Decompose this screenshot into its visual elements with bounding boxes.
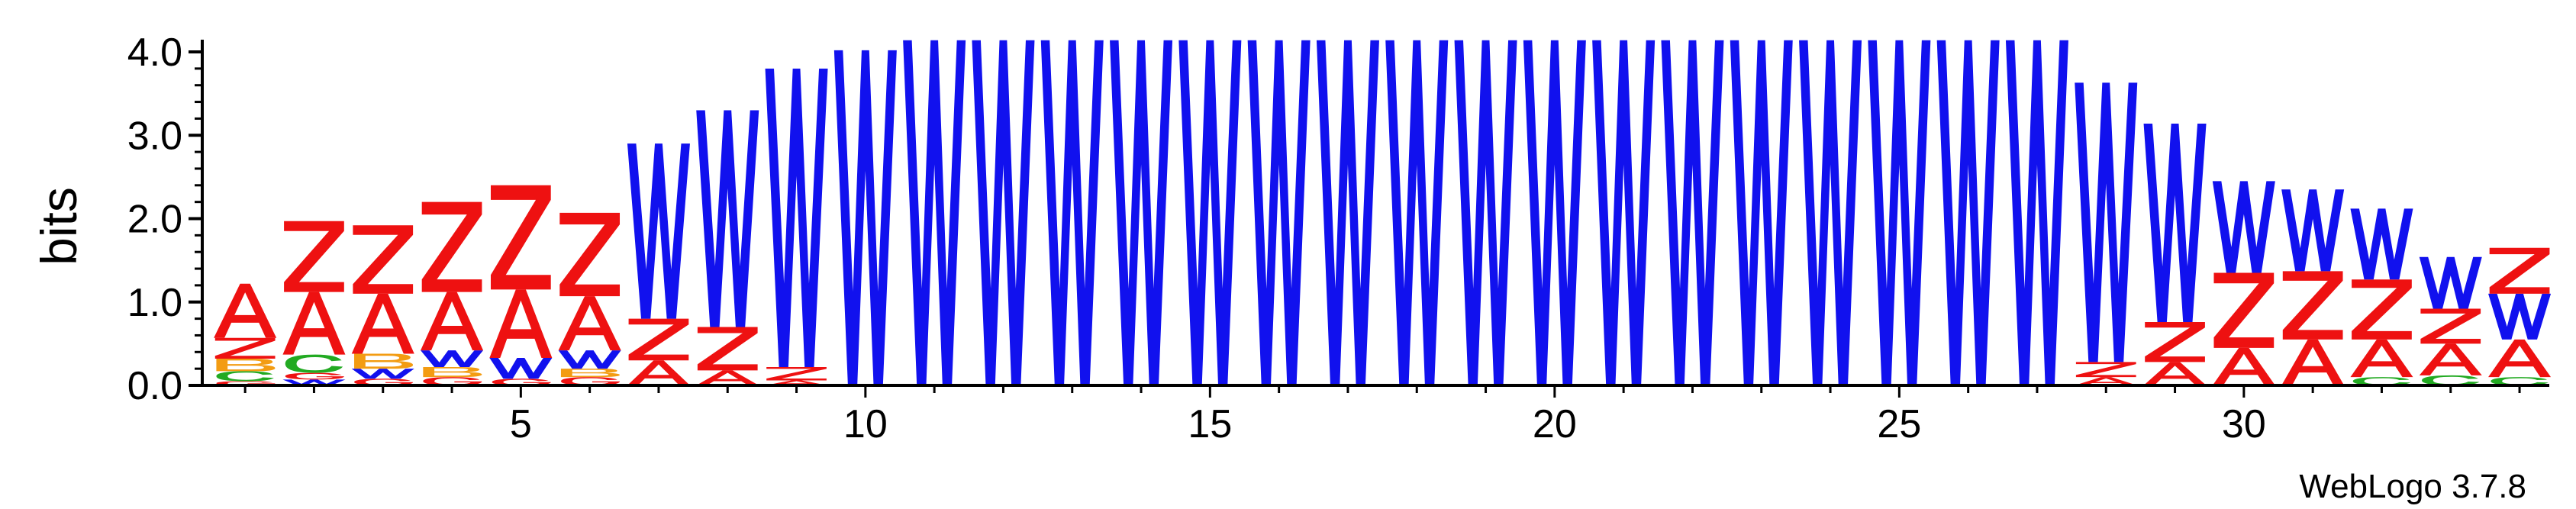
- logo-letter-c: [2491, 377, 2549, 385]
- logo-letter-w: [558, 350, 621, 369]
- logo-letter-a: [627, 360, 690, 385]
- logo-letter-w: [1936, 40, 2000, 386]
- logo-letter-w: [1247, 40, 1311, 386]
- x-tick-label: 10: [843, 402, 888, 446]
- logo-letter-z: [2282, 271, 2343, 340]
- logo-letter-a: [2281, 339, 2345, 385]
- logo-letter-w: [351, 369, 414, 379]
- logo-letter-a: [696, 370, 759, 385]
- logo-letter-w: [421, 350, 484, 367]
- logo-letter-w: [1316, 40, 1379, 386]
- y-axis-ticks: 0.0 1.0 2.0 3.0 4.0: [127, 31, 202, 408]
- logo-letter-w: [1523, 40, 1586, 386]
- x-tick-label: 30: [2222, 402, 2266, 446]
- y-tick-label: 2.0: [127, 198, 182, 242]
- logo-letter-w: [1454, 40, 1517, 386]
- logo-letter-w: [696, 110, 759, 327]
- chart-axes: 0.0 1.0 2.0 3.0 4.0 5 10 15 20 25 30 bits WebLogo…: [31, 31, 2549, 505]
- logo-letter-z: [766, 366, 827, 381]
- logo-letter-a: [2143, 362, 2207, 385]
- logo-letter-w: [903, 40, 966, 386]
- logo-letter-w: [833, 50, 897, 385]
- x-axis-ticks: 5 10 15 20 25 30: [243, 385, 2521, 446]
- logo-letter-w: [1661, 40, 1724, 386]
- logo-letter-w: [2350, 208, 2413, 280]
- y-tick-label: 1.0: [127, 281, 182, 325]
- logo-letter-z: [2145, 321, 2205, 362]
- logo-letter-a: [558, 296, 621, 351]
- logo-letter-c: [216, 371, 274, 382]
- logo-letter-w: [2488, 293, 2552, 340]
- logo-letter-a: [351, 293, 414, 354]
- logo-letter-w: [1730, 40, 1793, 386]
- logo-letter-c: [285, 354, 343, 373]
- y-tick-label: 0.0: [127, 364, 182, 408]
- logo-letter-w: [489, 357, 553, 379]
- logo-letter-w: [1868, 40, 1931, 386]
- logo-letter-z: [2075, 362, 2136, 378]
- logo-letter-w: [1178, 40, 1242, 386]
- x-tick-label: 25: [1877, 402, 1921, 446]
- logo-letter-w: [765, 68, 828, 367]
- logo-letter-a: [214, 283, 277, 338]
- logo-letter-a: [2419, 343, 2482, 375]
- logo-letter-w: [1799, 40, 1862, 386]
- logo-letter-z: [628, 318, 689, 361]
- logo-letter-a: [2488, 339, 2552, 378]
- logo-letter-b: [216, 359, 276, 372]
- logo-letter-w: [627, 143, 690, 319]
- logo-letter-z: [2352, 279, 2412, 340]
- x-tick-label: 5: [510, 402, 532, 446]
- logo-letter-w: [2281, 189, 2345, 272]
- logo-letter-g: [560, 377, 621, 385]
- logo-letter-z: [2213, 272, 2275, 348]
- logo-letter-w: [1040, 40, 1104, 386]
- logo-letter-g: [285, 372, 344, 380]
- logo-letters: [214, 40, 2552, 386]
- logo-letter-w: [2419, 256, 2482, 309]
- y-tick-label: 4.0: [127, 31, 182, 75]
- logo-letter-a: [421, 292, 484, 351]
- logo-letter-z: [284, 221, 344, 292]
- logo-letter-b: [560, 369, 621, 378]
- logo-letter-w: [972, 40, 1035, 386]
- logo-letter-b: [423, 366, 482, 378]
- logo-letter-z: [214, 337, 276, 359]
- weblogo-credit: WebLogo 3.7.8: [2299, 468, 2526, 505]
- logo-letter-c: [2352, 377, 2411, 385]
- logo-letter-w: [2143, 123, 2207, 322]
- logo-letter-g: [354, 379, 414, 385]
- logo-letter-w: [1110, 40, 1173, 386]
- logo-letter-w: [2005, 40, 2068, 386]
- logo-letter-z: [697, 327, 758, 371]
- logo-letter-z: [2489, 247, 2550, 294]
- logo-letter-g: [423, 377, 482, 385]
- logo-letter-z: [421, 201, 482, 292]
- logo-letter-b: [354, 353, 414, 369]
- logo-letter-a: [2212, 347, 2275, 385]
- logo-letter-z: [2420, 308, 2481, 344]
- logo-letter-a: [2075, 377, 2138, 385]
- logo-letter-a: [2350, 339, 2413, 378]
- logo-letter-z: [353, 225, 414, 294]
- x-tick-label: 20: [1533, 402, 1577, 446]
- logo-letter-w: [2075, 82, 2138, 362]
- logo-letter-w: [2212, 181, 2275, 273]
- logo-letter-a: [489, 289, 553, 358]
- logo-letter-z: [559, 212, 621, 297]
- logo-letter-g: [492, 379, 551, 385]
- y-tick-label: 3.0: [127, 114, 182, 158]
- logo-letter-z: [490, 185, 551, 290]
- x-tick-label: 15: [1188, 402, 1232, 446]
- logo-letter-c: [2422, 375, 2480, 385]
- logo-letter-w: [1592, 40, 1656, 386]
- logo-letter-w: [1385, 40, 1449, 386]
- logo-letter-a: [282, 292, 346, 355]
- y-axis-label: bits: [31, 187, 87, 266]
